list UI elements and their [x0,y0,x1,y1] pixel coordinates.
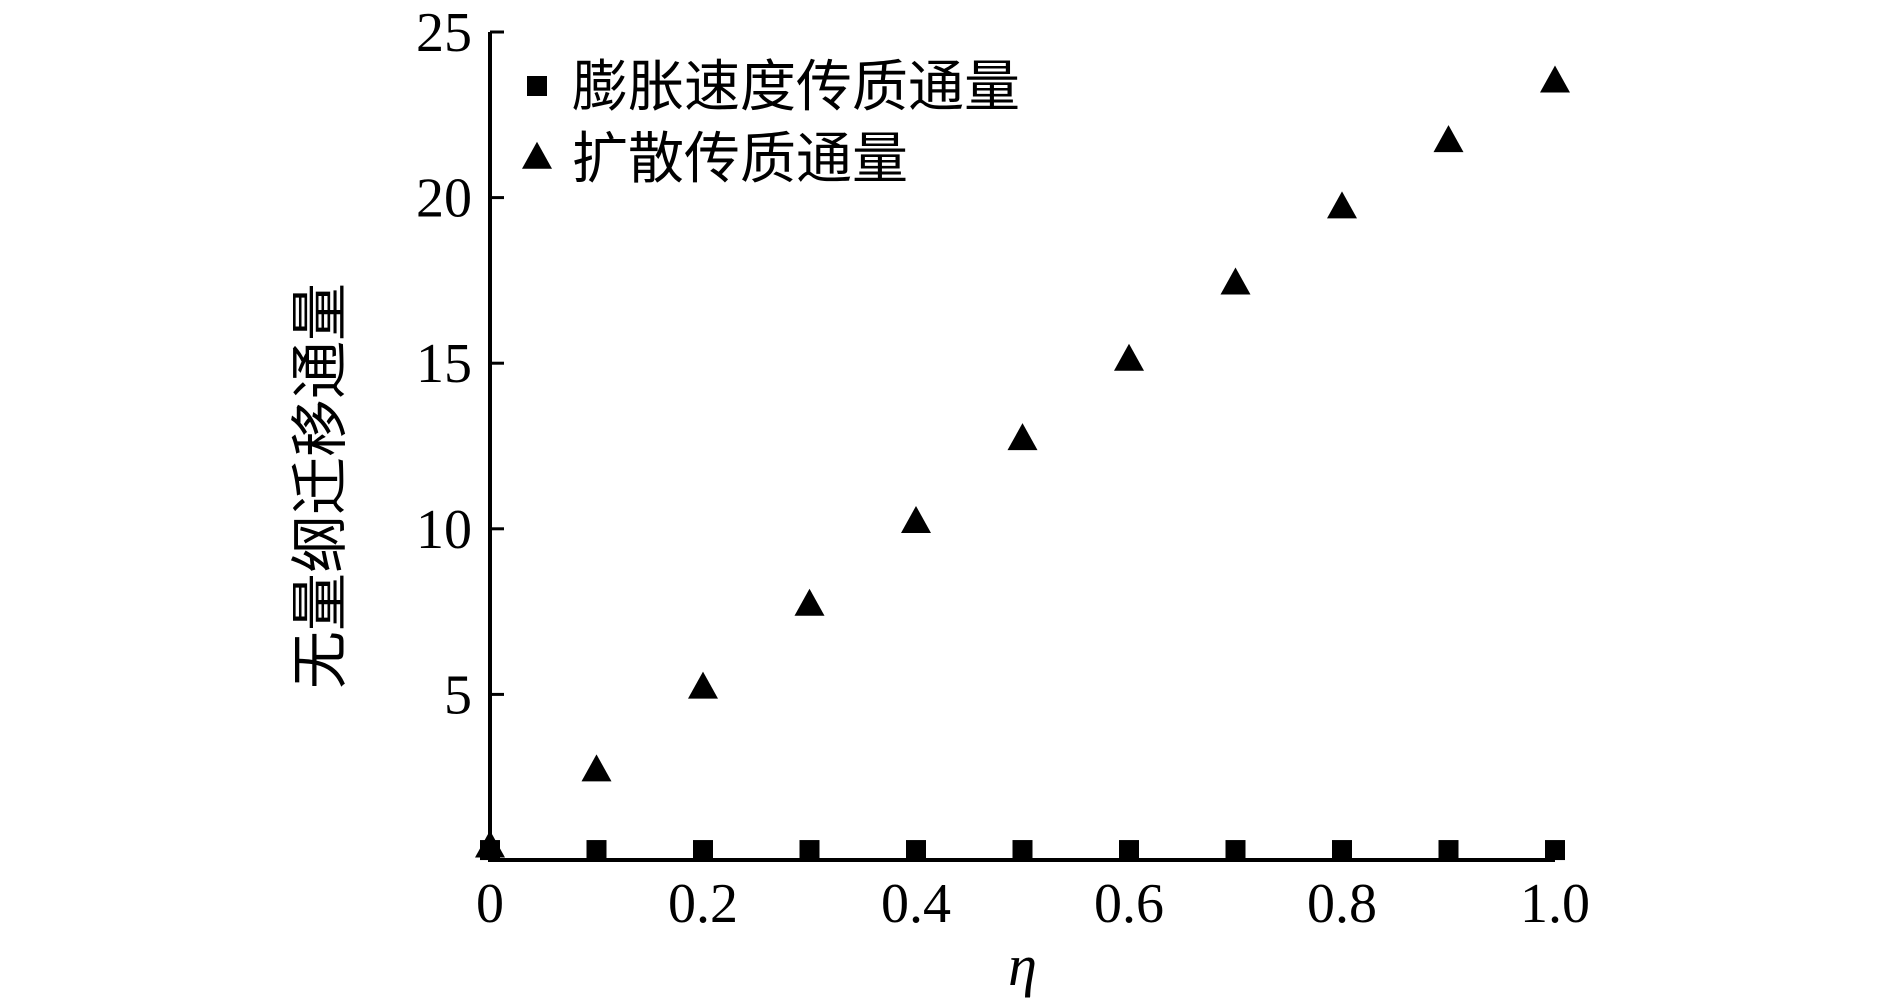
data-point-triangle [901,505,931,533]
y-tick-label: 15 [416,333,472,395]
data-point-square [1438,840,1459,861]
legend-triangle-marker [522,141,552,169]
data-point-square [1545,840,1565,861]
legend-label: 扩散传质通量 [572,129,908,191]
y-axis-title: 无量纲迁移通量 [288,283,353,689]
data-point-square [799,840,820,861]
data-point-triangle [1220,267,1251,295]
legend-label: 膨胀速度传质通量 [572,57,1020,119]
x-axis-title: η [1008,933,1037,998]
data-point-triangle [1007,423,1038,451]
x-tick-label: 0.2 [668,873,738,935]
data-point-square [693,840,713,861]
data-point-triangle [1327,191,1357,219]
y-tick-label: 5 [444,664,472,726]
data-point-square [1012,840,1033,861]
x-tick-label: 0.4 [881,873,951,935]
legend-square-marker [527,76,547,96]
data-point-square [1332,840,1352,861]
data-marks [475,65,1570,861]
data-point-triangle [1114,343,1144,371]
y-tick-label: 25 [416,2,472,64]
x-tick-label: 0 [476,873,504,935]
data-point-square [1119,840,1139,861]
ticks: 0 0.2 0.4 0.6 0.8 1.0 5 10 15 20 25 [416,2,1590,935]
data-point-triangle [581,754,612,782]
data-point-triangle [794,588,825,616]
data-point-square [1225,840,1246,861]
data-point-triangle [688,671,718,699]
series-0 [480,840,1565,861]
y-tick-label: 20 [416,168,472,230]
y-tick-label: 10 [416,499,472,561]
data-point-square [586,840,607,861]
x-tick-label: 0.6 [1094,873,1164,935]
x-tick-label: 0.8 [1307,873,1377,935]
data-point-triangle [1540,65,1570,93]
data-point-square [906,840,926,861]
data-point-triangle [475,830,505,858]
series-1 [475,65,1570,858]
data-point-triangle [1433,125,1464,153]
x-tick-label: 1.0 [1520,873,1590,935]
